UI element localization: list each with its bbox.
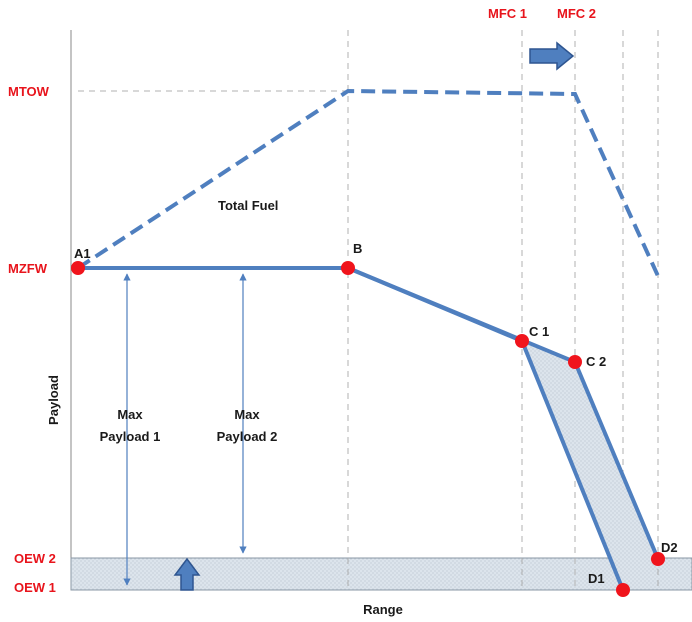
oew2-label: OEW 2	[14, 551, 56, 566]
mzfw-label: MZFW	[8, 261, 48, 276]
point-d1-label: D1	[588, 571, 605, 586]
point-c1	[515, 334, 529, 348]
point-d2-label: D2	[661, 540, 678, 555]
mtow-curve	[76, 88, 660, 277]
max-payload-1-label-line2: Payload 1	[100, 429, 161, 444]
mtow-label: MTOW	[8, 84, 50, 99]
point-c2-label: C 2	[586, 354, 606, 369]
point-c2	[568, 355, 582, 369]
mfc2-label: MFC 2	[557, 6, 596, 21]
max-payload-2-label-line1: Max	[234, 407, 260, 422]
oew-band	[70, 557, 692, 591]
y-axis-title: Payload	[46, 375, 61, 425]
x-axis-title: Range	[363, 602, 403, 617]
point-d2	[651, 552, 665, 566]
point-b-label: B	[353, 241, 362, 256]
point-c1-label: C 1	[529, 324, 549, 339]
point-a1-label: A1	[74, 246, 91, 261]
mfc1-label: MFC 1	[488, 6, 527, 21]
point-d1	[616, 583, 630, 597]
point-a1	[71, 261, 85, 275]
total-fuel-label: Total Fuel	[218, 198, 278, 213]
up-arrow-icon	[173, 557, 201, 591]
right-arrow-icon	[529, 41, 575, 71]
range-gain-region	[522, 341, 658, 590]
max-payload-2-label-line2: Payload 2	[217, 429, 278, 444]
point-b	[341, 261, 355, 275]
oew1-label: OEW 1	[14, 580, 56, 595]
max-payload-1-label-line1: Max	[117, 407, 143, 422]
